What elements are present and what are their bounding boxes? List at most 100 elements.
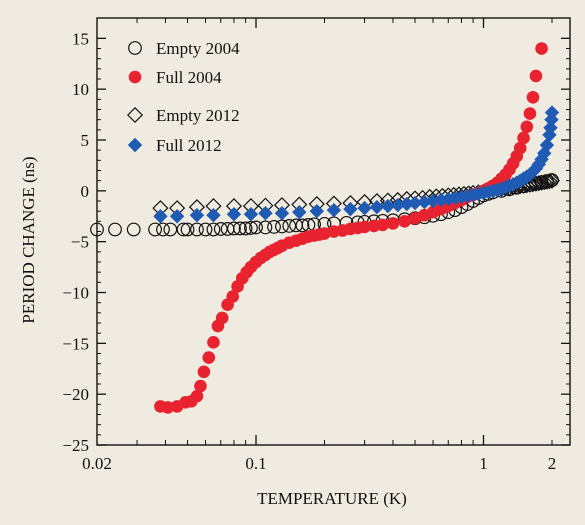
data-point [523,107,537,120]
data-point [148,222,162,237]
data-point [161,401,175,414]
data-point [536,174,553,191]
data-point [213,222,228,236]
data-point [126,222,141,237]
data-point [531,157,546,172]
data-point [244,221,258,235]
legend-marker [127,137,143,153]
data-point [543,120,558,135]
x-tick-label: 0.1 [245,454,266,473]
data-point [390,197,405,213]
data-point [295,218,310,233]
data-point [207,336,220,349]
data-point [526,91,540,104]
data-point [417,194,432,210]
y-tick-label: −10 [62,284,89,303]
data-point [190,222,204,237]
data-point [249,220,263,235]
y-tick-label: 15 [72,29,89,48]
data-point [380,198,396,214]
legend-item: Full 2012 [127,136,222,155]
y-tick-label: 5 [81,131,90,150]
data-point [169,209,185,224]
x-tick-label: 2 [548,454,557,473]
data-point [542,127,557,143]
legend-item: Empty 2012 [126,106,240,125]
data-point [541,173,558,190]
legend-marker [126,106,144,124]
data-point [206,222,221,237]
legend-label: Full 2012 [156,136,222,155]
data-point [233,221,247,236]
data-point [180,222,195,237]
data-point [206,208,221,223]
data-point [274,206,290,221]
data-point [153,209,168,224]
data-point [194,379,207,393]
data-point [197,365,211,379]
axes: 15 10 5 0 −5 −10 −15 −20 −250.02 0.1 1 2 [62,17,571,473]
data-point [258,220,273,235]
data-point [326,202,342,218]
data-point [398,215,411,228]
data-point [227,221,241,236]
x-tick-label: 0.02 [82,454,112,473]
data-point [538,173,555,190]
legend-label: Empty 2004 [156,39,240,58]
x-tick-label: 1 [479,454,488,473]
data-point [309,203,324,219]
y-tick-label: −15 [62,334,89,353]
data-point [238,221,253,236]
data-point [202,351,216,364]
legend: Empty 2004 Full 2004 Empty 2012 Full 2012 [126,39,240,155]
y-tick-label: −25 [62,436,89,455]
legend-label: Empty 2012 [156,106,240,125]
data-point [535,42,548,55]
data-point [318,227,331,240]
data-point [529,69,543,83]
data-point [190,389,204,403]
data-point [513,141,527,155]
data-point [544,105,560,120]
data-point [189,208,205,223]
data-point [292,204,307,220]
data-point [386,217,400,230]
data-point [537,146,552,161]
data-point [357,200,372,216]
y-tick-label: −5 [71,233,89,252]
legend-item: Empty 2004 [128,39,240,58]
data-point [369,199,385,215]
data-point [108,222,122,237]
data-point [520,120,534,134]
data-point [176,222,191,237]
series-3 [153,105,560,224]
data-point [156,222,170,237]
data-point [282,219,297,233]
data-point [533,174,550,191]
data-point [517,131,530,145]
data-point [539,137,555,153]
data-point [543,172,561,189]
y-tick-label: 10 [72,80,89,99]
data-point [215,311,229,325]
legend-item: Full 2004 [128,68,222,87]
legend-marker [128,70,142,84]
data-point [358,220,371,234]
plot-area [90,42,561,414]
data-point [198,222,213,237]
data-point [343,201,358,217]
legend-marker [128,41,142,55]
x-axis-title: TEMPERATURE (K) [257,489,407,508]
data-point [267,220,281,234]
data-point [530,175,547,192]
y-axis-title: PERIOD CHANGE (ns) [19,156,38,323]
data-point [376,218,389,232]
data-point [226,207,242,222]
data-point [407,195,423,211]
data-point [258,206,273,221]
data-point [243,207,259,222]
y-tick-label: −20 [62,385,89,404]
data-point [226,290,240,303]
y-tick-label: 0 [81,182,90,201]
